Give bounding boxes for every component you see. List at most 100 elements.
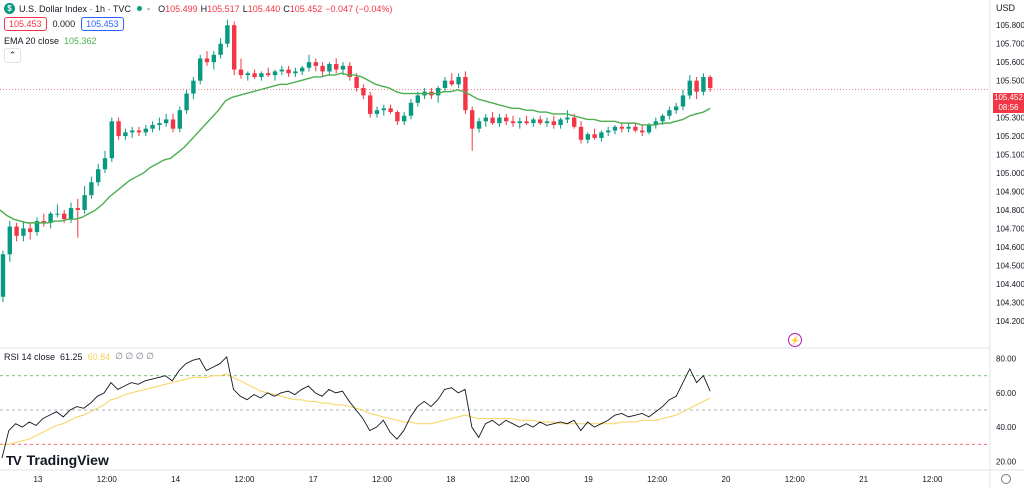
lightning-icon[interactable]: ⚡ (788, 333, 802, 347)
candle-body (109, 121, 114, 159)
rsi-value: 61.25 (60, 351, 83, 362)
collapse-legend-button[interactable]: ⌃ (4, 48, 21, 63)
candle-body (0, 254, 6, 297)
candle-body (68, 208, 74, 220)
candle-body (361, 88, 366, 96)
symbol-title[interactable]: U.S. Dollar Index · 1h · TVC (19, 3, 131, 14)
price-tick-label: 105.000 (996, 169, 1024, 178)
candle-body (599, 132, 604, 138)
buy-price-button[interactable]: 105.453 (81, 17, 124, 31)
candle-body (565, 117, 570, 120)
candle-body (279, 69, 284, 72)
candle-body (436, 88, 441, 96)
candle-body (504, 117, 509, 122)
candle-body (21, 228, 26, 236)
price-tick-label: 105.800 (996, 21, 1024, 30)
rsi-legend[interactable]: RSI 14 close 61.25 60.84 ∅ ∅ ∅ ∅ (4, 351, 154, 362)
candle-body (334, 64, 339, 70)
candle-body (524, 121, 529, 124)
time-tick-label: 17 (309, 475, 318, 484)
candle-body (653, 121, 658, 125)
candle-body (701, 76, 706, 92)
price-tick-label: 104.600 (996, 243, 1024, 252)
ema-line (0, 72, 711, 224)
time-tick-label: 13 (34, 475, 43, 484)
candle-body (252, 73, 257, 77)
candle-body (177, 110, 182, 129)
candle-body (483, 117, 488, 122)
candle-body (293, 71, 298, 74)
candle-body (157, 123, 162, 125)
rsi-tick-label: 20.00 (996, 457, 1017, 466)
candle-body (320, 65, 325, 72)
candle-body (130, 130, 135, 133)
candle-body (75, 208, 80, 210)
candle-body (238, 69, 244, 76)
candle-body (694, 80, 699, 92)
candle-body (327, 64, 332, 72)
candle-body (89, 182, 94, 196)
candle-body (476, 121, 482, 129)
candle-body (368, 95, 373, 114)
chevron-up-icon: ⌃ (8, 50, 17, 60)
candle-body (395, 112, 400, 122)
candle-body (551, 121, 556, 125)
ema-legend[interactable]: EMA 20 close 105.362 (4, 36, 97, 46)
currency-label[interactable]: USD (996, 3, 1016, 13)
gear-icon[interactable] (1001, 474, 1011, 484)
candle-body (680, 95, 686, 107)
candle-body (626, 126, 631, 129)
candle-body (490, 117, 495, 124)
candle-body (259, 73, 264, 77)
candle-body (123, 132, 128, 137)
ohlc-open: 105.499 (165, 3, 198, 14)
candle-body (286, 69, 291, 74)
candle-body (497, 117, 502, 124)
time-tick-label: 19 (584, 475, 593, 484)
candle-body (218, 43, 223, 55)
candle-body (347, 65, 352, 77)
ohlc-low: 105.440 (247, 3, 281, 14)
tradingview-logo[interactable]: TV TradingView (6, 452, 109, 468)
flag-icon[interactable]: ▪ (146, 3, 151, 14)
sell-price-button[interactable]: 105.453 (4, 17, 47, 31)
candle-body (606, 130, 611, 133)
candle-body (408, 102, 414, 116)
candle-body (55, 213, 60, 215)
candle-body (708, 76, 713, 89)
price-tick-label: 105.500 (996, 77, 1024, 86)
candle-body (82, 195, 87, 210)
candle-body (245, 73, 250, 76)
candle-body (232, 25, 237, 70)
price-tick-label: 105.200 (996, 132, 1024, 141)
candle-body (143, 128, 148, 133)
candle-body (306, 62, 312, 68)
time-tick-label: 12:00 (372, 475, 393, 484)
price-tick-label: 105.700 (996, 40, 1024, 49)
candle-body (102, 158, 108, 170)
candle-body (300, 67, 305, 72)
time-tick-label: 12:00 (922, 475, 943, 484)
price-tick-label: 105.300 (996, 114, 1024, 123)
time-tick-label: 12:00 (647, 475, 668, 484)
candle-body (674, 106, 679, 111)
candle-body (136, 130, 142, 133)
candle-body (184, 93, 189, 111)
candle-body (660, 115, 665, 122)
candle-body (388, 108, 393, 113)
candle-body (211, 54, 216, 63)
price-tick-label: 104.400 (996, 280, 1024, 289)
candle-body (225, 25, 230, 44)
ohlc-high: 105.517 (207, 3, 240, 14)
candle-body (340, 65, 346, 70)
candle-body (456, 76, 461, 85)
candle-body (116, 121, 121, 137)
candle-body (96, 169, 101, 183)
candle-body (164, 119, 169, 124)
candle-body (150, 124, 155, 129)
brand-name: TradingView (26, 452, 109, 468)
candle-body (14, 226, 19, 236)
candle-body (585, 134, 590, 140)
